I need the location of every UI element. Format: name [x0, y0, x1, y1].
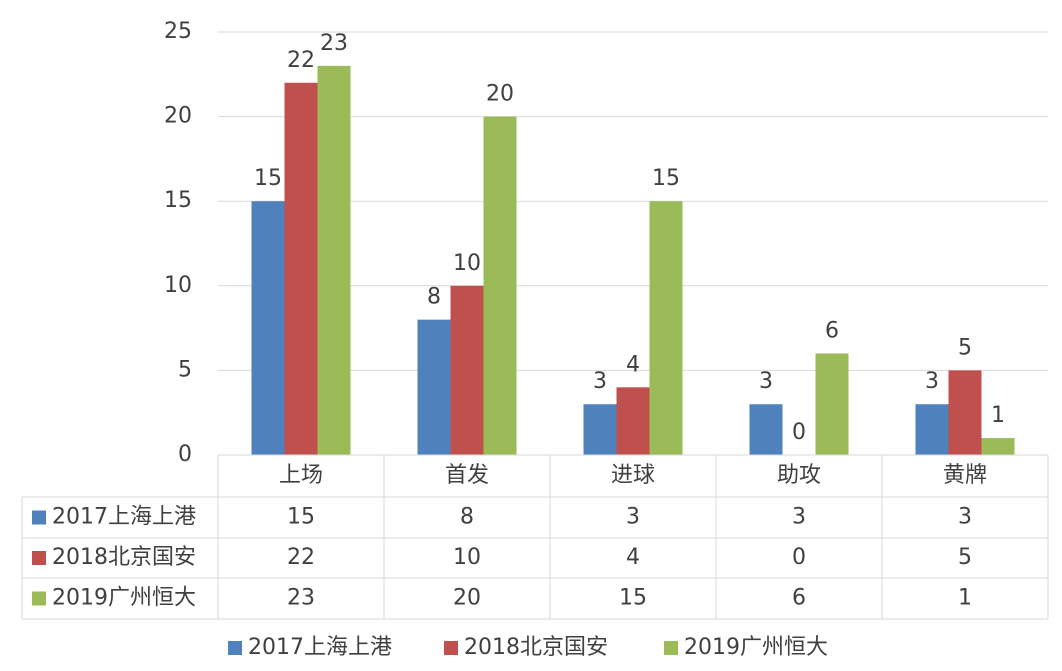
legend-key — [32, 510, 46, 525]
bar — [815, 353, 849, 455]
data-label: 0 — [792, 420, 806, 445]
table-cell: 8 — [460, 505, 474, 530]
table-cell: 22 — [287, 545, 315, 570]
bar — [417, 319, 451, 455]
bar — [981, 438, 1015, 455]
data-label: 20 — [486, 82, 514, 107]
x-tick-label: 首发 — [445, 463, 489, 488]
bar — [450, 285, 484, 455]
x-tick-label: 上场 — [279, 463, 323, 488]
table-cell: 0 — [792, 545, 806, 570]
data-label: 8 — [427, 285, 441, 310]
bar — [284, 82, 318, 455]
table-cell: 6 — [792, 586, 806, 611]
data-label: 5 — [958, 335, 972, 360]
data-label: 15 — [652, 166, 680, 191]
legend-key — [32, 551, 46, 565]
table-cell: 3 — [792, 505, 806, 530]
bar — [948, 370, 982, 455]
data-label: 23 — [320, 31, 348, 56]
bar — [583, 404, 617, 455]
y-tick-label: 15 — [164, 188, 192, 213]
y-tick-label: 0 — [178, 442, 192, 467]
bar — [616, 387, 650, 455]
table-cell: 3 — [958, 505, 972, 530]
data-label: 1 — [991, 403, 1005, 428]
table-cell: 3 — [626, 505, 640, 530]
table-row-label: 2018北京国安 — [52, 545, 196, 570]
data-label: 4 — [626, 352, 640, 377]
table-cell: 15 — [619, 586, 647, 611]
x-tick-label: 进球 — [611, 463, 655, 488]
legend-label: 2017上海上港 — [248, 635, 392, 660]
data-label: 3 — [925, 369, 939, 394]
legend-label: 2018北京国安 — [464, 635, 608, 660]
y-tick-label: 25 — [164, 19, 192, 44]
legend-key — [228, 641, 242, 655]
bar — [317, 65, 351, 455]
table-cell: 23 — [287, 586, 315, 611]
table-row-label: 2019广州恒大 — [52, 586, 196, 611]
y-tick-label: 5 — [178, 357, 192, 382]
table-cell: 15 — [287, 505, 315, 530]
y-tick-label: 20 — [164, 104, 192, 129]
data-label: 22 — [287, 48, 315, 73]
legend-key — [664, 641, 678, 655]
data-label: 6 — [825, 318, 839, 343]
bar — [749, 404, 783, 455]
bar — [915, 404, 949, 455]
data-label: 10 — [453, 251, 481, 276]
table-cell: 4 — [626, 545, 640, 570]
legend-label: 2019广州恒大 — [684, 635, 828, 660]
legend-key — [444, 641, 458, 655]
table-cell: 1 — [958, 586, 972, 611]
table-cell: 5 — [958, 545, 972, 570]
table-cell: 20 — [453, 586, 481, 611]
table-row-label: 2017上海上港 — [52, 505, 196, 530]
y-tick-label: 10 — [164, 273, 192, 298]
legend-key — [32, 591, 46, 606]
data-label: 3 — [593, 369, 607, 394]
data-label: 3 — [759, 369, 773, 394]
bar — [649, 201, 683, 455]
table-cell: 10 — [453, 545, 481, 570]
bar — [483, 116, 517, 455]
x-tick-label: 黄牌 — [943, 463, 987, 488]
bar — [251, 201, 285, 455]
x-tick-label: 助攻 — [777, 463, 821, 488]
data-label: 15 — [254, 166, 282, 191]
